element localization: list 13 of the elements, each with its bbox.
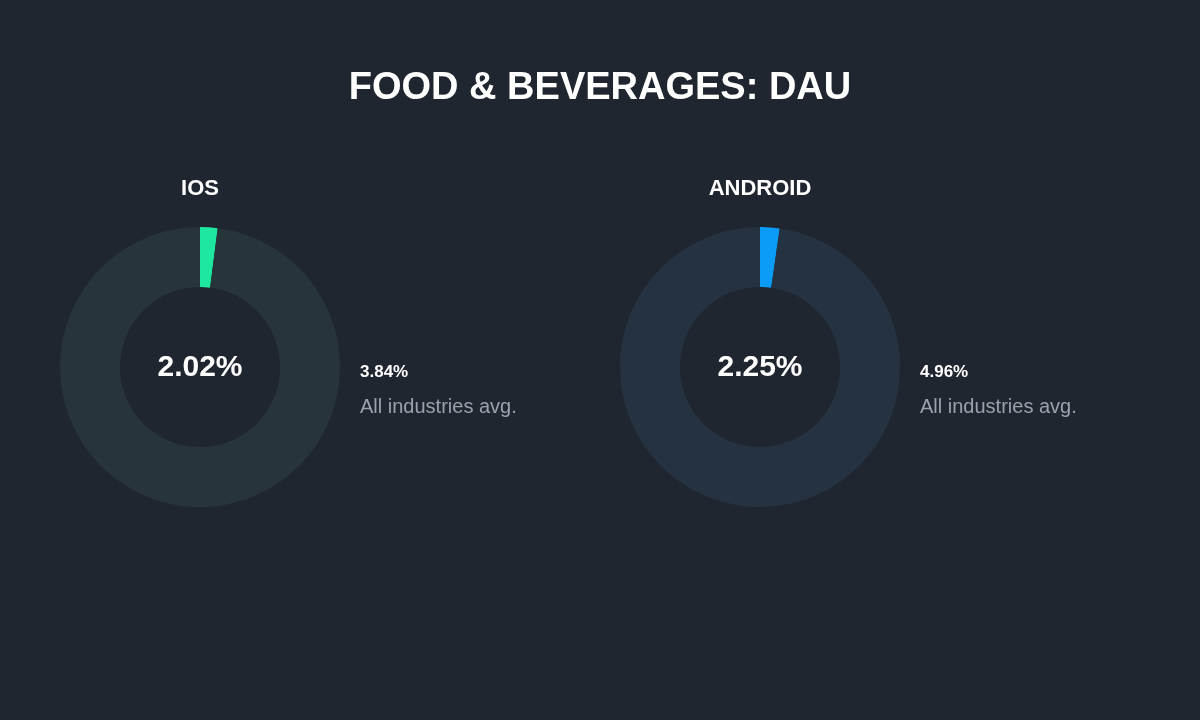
chart-title: ANDROID: [708, 175, 812, 200]
donut-slice: [760, 227, 780, 288]
chart-title: IOS: [181, 175, 219, 200]
donut-slice: [620, 227, 900, 507]
donut-slice: [60, 227, 340, 507]
data-label: 2.25%: [717, 349, 803, 382]
donut-slice: [200, 227, 218, 288]
data-label: 2.02%: [157, 349, 243, 382]
text: FOOD & BEVERAGES: DAU: [348, 65, 852, 107]
text: 3.84%: [360, 362, 409, 381]
text: All industries avg.: [920, 395, 1077, 417]
text: 4.96%: [920, 362, 969, 381]
text: All industries avg.: [360, 395, 517, 417]
